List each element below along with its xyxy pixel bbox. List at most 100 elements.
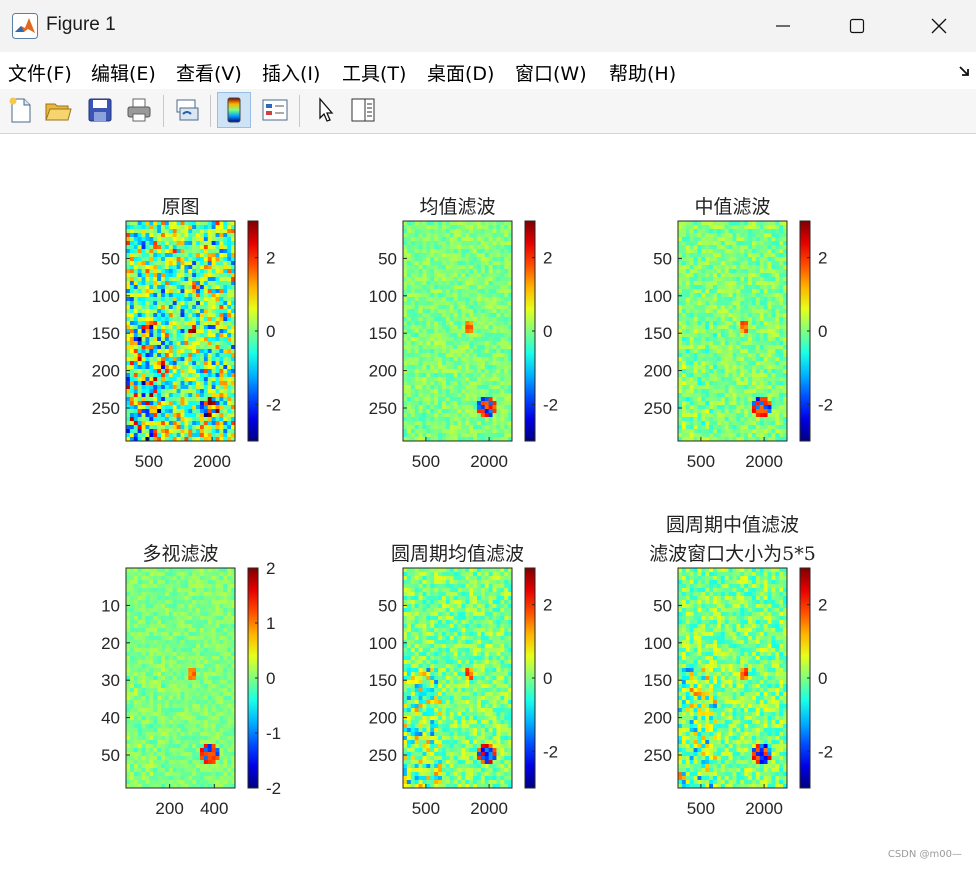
y-tick-label: 100 bbox=[369, 287, 397, 306]
maximize-icon bbox=[849, 18, 865, 34]
colorbar-tick-label: 0 bbox=[818, 669, 827, 688]
phase-image bbox=[678, 568, 787, 788]
y-tick-label: 100 bbox=[644, 634, 672, 653]
y-tick-label: 250 bbox=[644, 399, 672, 418]
edit-plot-button[interactable] bbox=[308, 92, 342, 128]
menu-window[interactable]: 窗口(W) bbox=[515, 59, 587, 86]
x-tick-label: 2000 bbox=[745, 452, 783, 471]
x-tick-label: 2000 bbox=[470, 452, 508, 471]
x-tick-label: 500 bbox=[687, 452, 715, 471]
y-tick-label: 10 bbox=[101, 596, 120, 615]
y-tick-label: 20 bbox=[101, 634, 120, 653]
print-icon bbox=[125, 96, 153, 124]
y-tick-label: 250 bbox=[92, 399, 120, 418]
link-plot-button[interactable] bbox=[170, 92, 204, 128]
phase-image bbox=[126, 221, 235, 441]
colorbar-tick-label: -2 bbox=[543, 742, 558, 761]
subplot-title: 多视滤波 bbox=[142, 543, 218, 565]
phase-image bbox=[126, 568, 235, 788]
open-button[interactable] bbox=[41, 92, 75, 128]
colorbar-tick-label: 0 bbox=[266, 322, 275, 341]
menu-file[interactable]: 文件(F) bbox=[8, 59, 72, 86]
print-button[interactable] bbox=[122, 92, 156, 128]
colorbar-tick-label: 0 bbox=[543, 322, 552, 341]
menu-desktop[interactable]: 桌面(D) bbox=[427, 59, 494, 86]
legend-icon bbox=[261, 96, 289, 124]
colorbar-tick-label: -2 bbox=[543, 395, 558, 414]
y-tick-label: 150 bbox=[644, 324, 672, 343]
insert-legend-button[interactable] bbox=[258, 92, 292, 128]
y-tick-label: 150 bbox=[92, 324, 120, 343]
dock-arrow-icon[interactable] bbox=[958, 64, 972, 78]
insert-colorbar-button[interactable] bbox=[217, 92, 251, 128]
save-icon bbox=[86, 96, 114, 124]
y-tick-label: 200 bbox=[369, 362, 397, 381]
y-tick-label: 150 bbox=[369, 671, 397, 690]
y-tick-label: 200 bbox=[92, 362, 120, 381]
toolbar-separator bbox=[299, 95, 300, 127]
menu-view[interactable]: 查看(V) bbox=[176, 59, 242, 86]
menu-bar: 文件(F) 编辑(E) 查看(V) 插入(I) 工具(T) 桌面(D) 窗口(W… bbox=[0, 52, 976, 89]
x-tick-label: 400 bbox=[200, 799, 228, 818]
colorbar-tick-label: -2 bbox=[266, 395, 281, 414]
y-tick-label: 50 bbox=[653, 249, 672, 268]
colorbar-tick-label: 2 bbox=[266, 559, 275, 578]
save-button[interactable] bbox=[83, 92, 117, 128]
subplot-title: 均值滤波 bbox=[419, 196, 495, 218]
y-tick-label: 150 bbox=[369, 324, 397, 343]
x-tick-label: 500 bbox=[135, 452, 163, 471]
colorbar-tick-label: 0 bbox=[543, 669, 552, 688]
phase-image bbox=[403, 568, 512, 788]
menu-tools[interactable]: 工具(T) bbox=[342, 59, 406, 86]
phase-image bbox=[678, 221, 787, 441]
colorbar-tick-label: 2 bbox=[818, 596, 827, 615]
property-editor-icon bbox=[349, 96, 377, 124]
close-button[interactable] bbox=[902, 0, 976, 52]
y-tick-label: 50 bbox=[378, 596, 397, 615]
colorbar-tick-label: 1 bbox=[266, 614, 275, 633]
link-icon bbox=[173, 96, 201, 124]
y-tick-label: 150 bbox=[644, 671, 672, 690]
y-tick-label: 100 bbox=[644, 287, 672, 306]
colorbar-tick-label: -2 bbox=[266, 779, 281, 798]
subplot-title: 中值滤波 bbox=[694, 196, 770, 218]
y-tick-label: 50 bbox=[378, 249, 397, 268]
x-tick-label: 200 bbox=[155, 799, 183, 818]
property-editor-button[interactable] bbox=[346, 92, 380, 128]
subplot-title: 圆周期均值滤波 bbox=[391, 543, 524, 565]
x-tick-label: 2000 bbox=[745, 799, 783, 818]
menu-help[interactable]: 帮助(H) bbox=[609, 59, 676, 86]
title-bar: Figure 1 bbox=[0, 0, 976, 52]
minimize-icon bbox=[775, 18, 791, 34]
y-tick-label: 100 bbox=[369, 634, 397, 653]
menu-insert[interactable]: 插入(I) bbox=[262, 59, 320, 86]
window-title: Figure 1 bbox=[46, 14, 116, 36]
phase-image bbox=[403, 221, 512, 441]
subplot-title: 原图 bbox=[161, 196, 199, 218]
menu-edit[interactable]: 编辑(E) bbox=[91, 59, 156, 86]
y-tick-label: 200 bbox=[644, 362, 672, 381]
watermark: CSDN @m00— bbox=[888, 849, 962, 860]
matlab-logo-icon bbox=[12, 13, 38, 39]
x-tick-label: 2000 bbox=[193, 452, 231, 471]
open-folder-icon bbox=[44, 96, 72, 124]
y-tick-label: 40 bbox=[101, 709, 120, 728]
colorbar-icon bbox=[224, 96, 244, 124]
new-figure-button[interactable] bbox=[3, 92, 37, 128]
new-figure-icon bbox=[6, 96, 34, 124]
toolbar-separator bbox=[210, 95, 211, 127]
y-tick-label: 50 bbox=[101, 746, 120, 765]
y-tick-label: 30 bbox=[101, 671, 120, 690]
maximize-button[interactable] bbox=[820, 0, 894, 52]
minimize-button[interactable] bbox=[746, 0, 820, 52]
close-icon bbox=[931, 18, 947, 34]
y-tick-label: 250 bbox=[644, 746, 672, 765]
y-tick-label: 250 bbox=[369, 399, 397, 418]
colorbar-tick-label: -2 bbox=[818, 742, 833, 761]
colorbar-tick-label: 2 bbox=[818, 249, 827, 268]
